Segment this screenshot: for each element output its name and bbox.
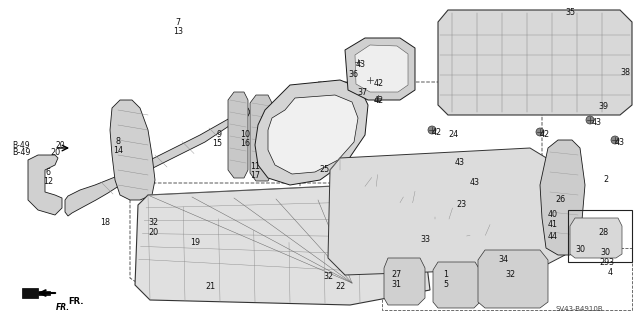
Text: 43: 43	[615, 138, 625, 147]
Circle shape	[611, 136, 619, 144]
Text: 6: 6	[45, 168, 51, 177]
Text: 26: 26	[555, 195, 565, 204]
Polygon shape	[478, 250, 548, 308]
Polygon shape	[384, 258, 425, 305]
Text: FR.: FR.	[56, 303, 70, 312]
Polygon shape	[433, 262, 480, 308]
Text: 31: 31	[391, 280, 401, 289]
Polygon shape	[28, 155, 62, 215]
Text: FR.: FR.	[68, 296, 83, 306]
Text: 27: 27	[391, 270, 401, 279]
Text: 24: 24	[448, 130, 458, 139]
Text: 15: 15	[212, 139, 222, 148]
Text: 41: 41	[548, 220, 558, 229]
Text: 36: 36	[348, 70, 358, 79]
Text: 32: 32	[148, 218, 158, 227]
Text: 14: 14	[113, 146, 123, 155]
Text: 20: 20	[50, 148, 60, 157]
Text: 43: 43	[592, 118, 602, 127]
Circle shape	[562, 37, 578, 53]
Text: 32: 32	[505, 270, 515, 279]
Polygon shape	[540, 140, 585, 255]
Text: 13: 13	[173, 27, 183, 36]
Text: 9: 9	[217, 130, 222, 139]
Polygon shape	[135, 185, 430, 305]
Text: 19: 19	[190, 238, 200, 247]
Text: 44: 44	[548, 232, 558, 241]
Text: 30: 30	[575, 245, 585, 254]
Polygon shape	[65, 108, 250, 216]
Text: 42: 42	[432, 128, 442, 137]
Text: 21: 21	[205, 282, 215, 291]
Polygon shape	[250, 95, 272, 181]
Circle shape	[428, 126, 436, 134]
Text: 29: 29	[600, 258, 610, 267]
Text: 12: 12	[43, 177, 53, 186]
Circle shape	[572, 67, 588, 83]
Text: 39: 39	[598, 102, 608, 111]
Text: 42: 42	[540, 130, 550, 139]
Text: 18: 18	[100, 218, 110, 227]
Text: B-49: B-49	[12, 140, 29, 150]
Text: 5: 5	[443, 280, 448, 289]
Text: 30: 30	[600, 248, 610, 257]
Text: SV43-B4910B: SV43-B4910B	[555, 306, 603, 312]
Polygon shape	[570, 218, 622, 258]
Text: 1: 1	[443, 270, 448, 279]
Text: 17: 17	[250, 171, 260, 180]
Text: 22: 22	[335, 282, 345, 291]
Text: 42: 42	[374, 79, 384, 88]
Circle shape	[374, 94, 382, 102]
Circle shape	[492, 67, 508, 83]
Polygon shape	[268, 95, 358, 174]
Text: 16: 16	[240, 139, 250, 148]
Polygon shape	[22, 288, 50, 298]
Polygon shape	[328, 148, 565, 275]
Polygon shape	[228, 92, 248, 178]
Text: 8: 8	[115, 137, 120, 146]
Circle shape	[532, 67, 548, 83]
Text: 37: 37	[358, 88, 368, 97]
Circle shape	[586, 116, 594, 124]
Text: 42: 42	[374, 96, 384, 105]
Text: 25: 25	[320, 165, 330, 174]
Text: 7: 7	[175, 18, 180, 27]
Text: 35: 35	[565, 8, 575, 17]
Polygon shape	[345, 38, 415, 100]
Text: 10: 10	[240, 130, 250, 139]
Circle shape	[502, 37, 518, 53]
Text: 43: 43	[455, 158, 465, 167]
Polygon shape	[355, 45, 408, 92]
Text: 33: 33	[420, 235, 430, 244]
Text: 20: 20	[148, 228, 158, 237]
Text: 11: 11	[250, 162, 260, 171]
Text: 43: 43	[356, 60, 366, 69]
Text: 28: 28	[598, 228, 608, 237]
Polygon shape	[110, 100, 155, 200]
Circle shape	[354, 58, 362, 66]
Circle shape	[532, 37, 548, 53]
Circle shape	[472, 37, 488, 53]
Text: 4: 4	[608, 268, 613, 277]
Text: 43: 43	[470, 178, 480, 187]
Polygon shape	[438, 10, 632, 115]
Text: 34: 34	[498, 255, 508, 264]
Text: 38: 38	[620, 68, 630, 77]
Text: 40: 40	[548, 210, 558, 219]
Text: 2: 2	[603, 175, 608, 184]
Text: 20: 20	[55, 140, 65, 150]
Text: 23: 23	[456, 200, 466, 209]
Text: 3: 3	[608, 258, 613, 267]
Circle shape	[536, 128, 544, 136]
Circle shape	[366, 76, 374, 84]
Text: 32: 32	[323, 272, 333, 281]
Polygon shape	[255, 80, 368, 185]
Text: B-49: B-49	[12, 148, 31, 157]
